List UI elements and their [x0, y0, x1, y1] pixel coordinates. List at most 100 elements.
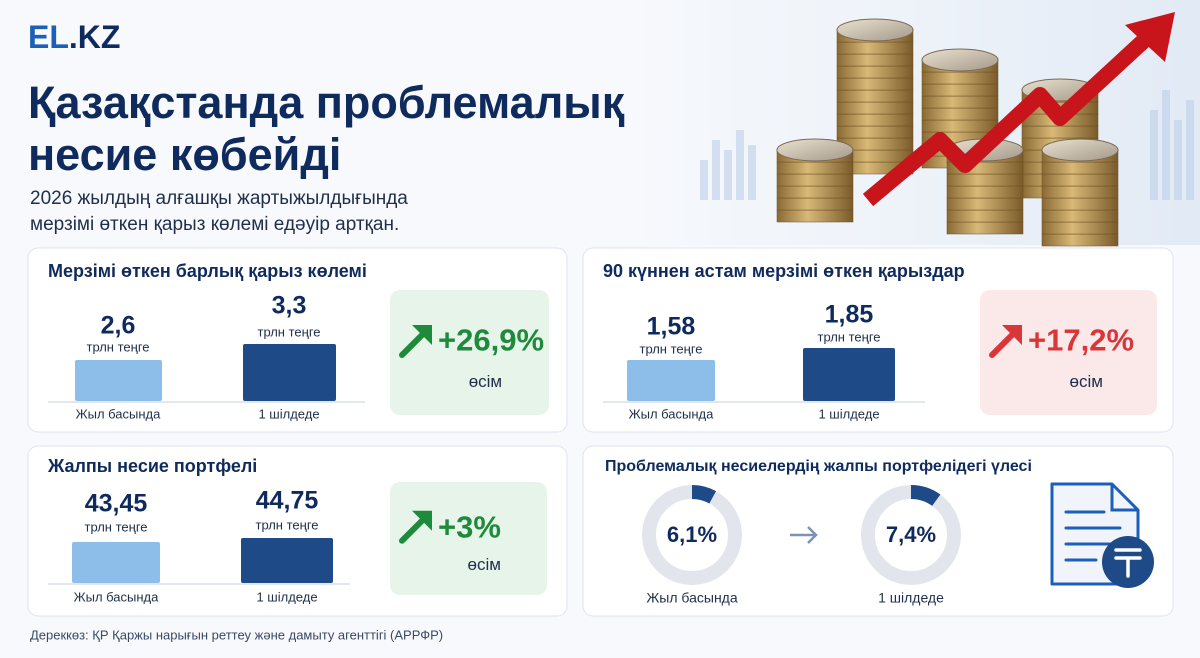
growth-value: +3% — [438, 510, 501, 545]
coin-edge — [836, 41, 914, 55]
period: Жыл басында — [629, 406, 715, 421]
value: 1,85 — [825, 301, 874, 329]
hero-image — [640, 0, 1200, 247]
coin-edge — [921, 95, 999, 109]
unit: трлн теңге — [257, 324, 320, 339]
growth-arrow-head — [412, 510, 432, 531]
bar — [627, 360, 715, 401]
coin-edge — [776, 173, 854, 187]
coin-edge — [1041, 161, 1119, 175]
unit: трлн теңге — [86, 339, 149, 354]
panel-title: 90 күннен астам мерзімі өткен қарыздар — [603, 261, 965, 281]
coin-edge — [921, 107, 999, 121]
unit: трлн теңге — [255, 517, 318, 532]
subtitle-line: мерзімі өткен қарыз көлемі едәуір артқан… — [30, 214, 399, 235]
coin-edge — [776, 209, 854, 223]
growth-arrow-head — [412, 325, 432, 345]
coin-edge — [921, 119, 999, 133]
growth-label: өсім — [1069, 372, 1102, 391]
card — [582, 445, 1174, 617]
coin-edge — [776, 197, 854, 211]
panel-title: Жалпы несие портфелі — [47, 456, 257, 476]
bar — [75, 360, 162, 401]
growth-label: өсім — [467, 555, 500, 574]
coin-edge — [836, 65, 914, 79]
growth-box — [390, 290, 549, 415]
hero-chart-bars — [700, 90, 1194, 200]
value: 43,45 — [85, 490, 148, 518]
period: 1 шілдеде — [818, 406, 879, 421]
source: Дереккөз: ҚР Қаржы нарығын реттеу және д… — [30, 627, 443, 642]
panel-title: Мерзімі өткен барлық қарыз көлемі — [48, 261, 367, 281]
doc-fold — [1110, 484, 1138, 512]
period: Жыл басында — [74, 589, 160, 604]
subtitle-line: 2026 жылдың алғашқы жартыжылдығында — [30, 188, 408, 209]
bar — [803, 348, 895, 401]
share-value: 7,4% — [886, 522, 936, 547]
growth-arrow — [399, 515, 427, 544]
coin-edge — [836, 77, 914, 91]
coin-edge — [946, 185, 1024, 199]
logo: EL.KZ — [28, 19, 120, 55]
coin-edge — [836, 113, 914, 127]
coin-edge — [836, 125, 914, 139]
donut-arc — [910, 485, 941, 507]
coin-top — [776, 138, 854, 162]
coin-edge — [921, 83, 999, 97]
coin-edge — [921, 71, 999, 85]
coin-edge — [1021, 125, 1099, 139]
growth-arrow — [399, 330, 427, 358]
share-arrow — [790, 526, 818, 544]
title-line: несие көбейді — [28, 129, 341, 180]
share-value: 6,1% — [667, 522, 717, 547]
coin-edge — [946, 209, 1024, 223]
unit: трлн теңге — [817, 329, 880, 344]
panels: Мерзімі өткен барлық қарыз көлемі2,6трлн… — [27, 247, 1174, 617]
title-line: Қазақстанда проблемалық — [28, 77, 625, 128]
unit: трлн теңге — [84, 519, 147, 534]
growth-arrow-head — [1002, 325, 1022, 345]
value: 1,58 — [647, 313, 696, 341]
coin-edge — [836, 89, 914, 103]
panel-title: Проблемалық несиелердің жалпы портфеліде… — [605, 458, 1032, 475]
coin-edge — [1041, 221, 1119, 235]
coin-edge — [946, 221, 1024, 235]
coin-top — [921, 48, 999, 72]
coin-edge — [776, 161, 854, 175]
period: 1 шілдеде — [258, 406, 319, 421]
coin-edge — [1041, 197, 1119, 211]
donut-arc — [691, 485, 717, 504]
growth-value: +17,2% — [1028, 323, 1134, 358]
growth-arrow — [989, 330, 1017, 358]
hero-arrow — [862, 29, 1156, 207]
value: 3,3 — [272, 292, 307, 320]
unit: трлн теңге — [639, 341, 702, 356]
growth-box — [390, 482, 547, 595]
coin-edge — [1041, 233, 1119, 247]
value: 44,75 — [256, 487, 319, 515]
bar — [241, 538, 333, 583]
coin-top — [836, 18, 914, 42]
period: 1 шілдеде — [256, 589, 317, 604]
coin-top — [1041, 138, 1119, 162]
logo-part: .KZ — [69, 19, 121, 55]
coin-edge — [836, 101, 914, 115]
coin-stacks — [776, 18, 1119, 247]
logo-part: EL — [28, 19, 69, 55]
growth-value: +26,9% — [438, 323, 544, 358]
coin-edge — [946, 173, 1024, 187]
growth-label: өсім — [469, 372, 502, 391]
hero-arrow-head — [1125, 12, 1175, 62]
coin-edge — [946, 197, 1024, 211]
period: Жыл басында — [76, 406, 162, 421]
coin-edge — [1041, 209, 1119, 223]
coin-edge — [1041, 173, 1119, 187]
growth-box — [980, 290, 1157, 415]
bar — [72, 542, 160, 583]
period: Жыл басында — [646, 590, 737, 606]
coin-edge — [1041, 185, 1119, 199]
period: 1 шілдеде — [878, 590, 944, 606]
